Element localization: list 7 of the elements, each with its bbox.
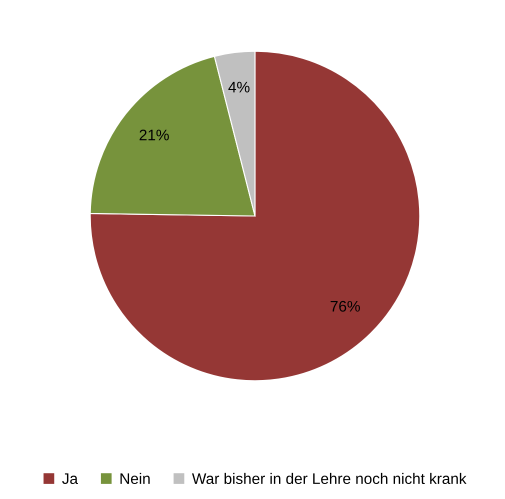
data-label: 4% [228,82,250,92]
legend-label: War bisher in der Lehre noch nicht krank [192,472,467,484]
data-label: 76% [330,300,360,312]
pie-slice [90,50,420,382]
legend-label: Ja [62,473,78,484]
legend-label: Nein [120,472,150,484]
data-label: 21% [140,130,169,140]
